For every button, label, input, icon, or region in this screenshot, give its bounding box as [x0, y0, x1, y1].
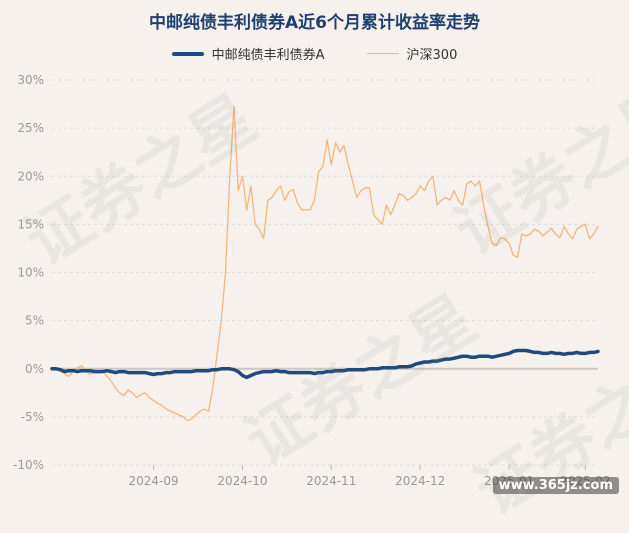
y-tick-label: 0%: [25, 362, 44, 376]
x-tick-label: 2024-11: [306, 474, 356, 488]
y-tick-label: 25%: [17, 121, 44, 135]
x-tick-label: 2024-10: [217, 474, 267, 488]
series-line-fund: [50, 348, 600, 380]
grid-layer: [52, 79, 598, 466]
legend-swatch-index: [366, 52, 399, 55]
legend-label-index: 沪深300: [406, 48, 458, 63]
legend: 中邮纯债丰利债券A 沪深300: [0, 44, 629, 63]
y-tick-label: 15%: [17, 217, 44, 231]
x-tick-label: 2024-09: [129, 474, 179, 488]
chart: 中邮纯债丰利债券A近6个月累计收益率走势 中邮纯债丰利债券A 沪深300 30%…: [0, 13, 629, 530]
series-layer: [50, 105, 600, 422]
y-tick-label: -5%: [21, 410, 44, 424]
y-tick-label: 10%: [17, 266, 44, 280]
legend-label-fund: 中邮纯债丰利债券A: [211, 48, 325, 63]
chart-title: 中邮纯债丰利债券A近6个月累计收益率走势: [149, 13, 480, 33]
y-tick-label: 20%: [17, 169, 44, 183]
y-axis-ticks: 30% 25% 20% 15% 10% 5% 0% -5% -10%: [13, 73, 44, 472]
y-tick-label: 5%: [25, 314, 44, 328]
series-line-index: [51, 105, 599, 422]
x-tick-label: 2024-12: [395, 474, 445, 488]
y-tick-label: -10%: [13, 458, 44, 472]
plot-area: 30% 25% 20% 15% 10% 5% 0% -5% -10% 2024-09 2024-1…: [13, 73, 610, 488]
y-tick-label: 30%: [17, 73, 44, 87]
legend-item-fund[interactable]: 中邮纯债丰利债券A: [171, 44, 325, 63]
legend-swatch-fund: [171, 51, 204, 56]
legend-item-index[interactable]: 沪深300: [366, 44, 458, 63]
footer-watermark: www.365jz.com: [492, 477, 619, 494]
